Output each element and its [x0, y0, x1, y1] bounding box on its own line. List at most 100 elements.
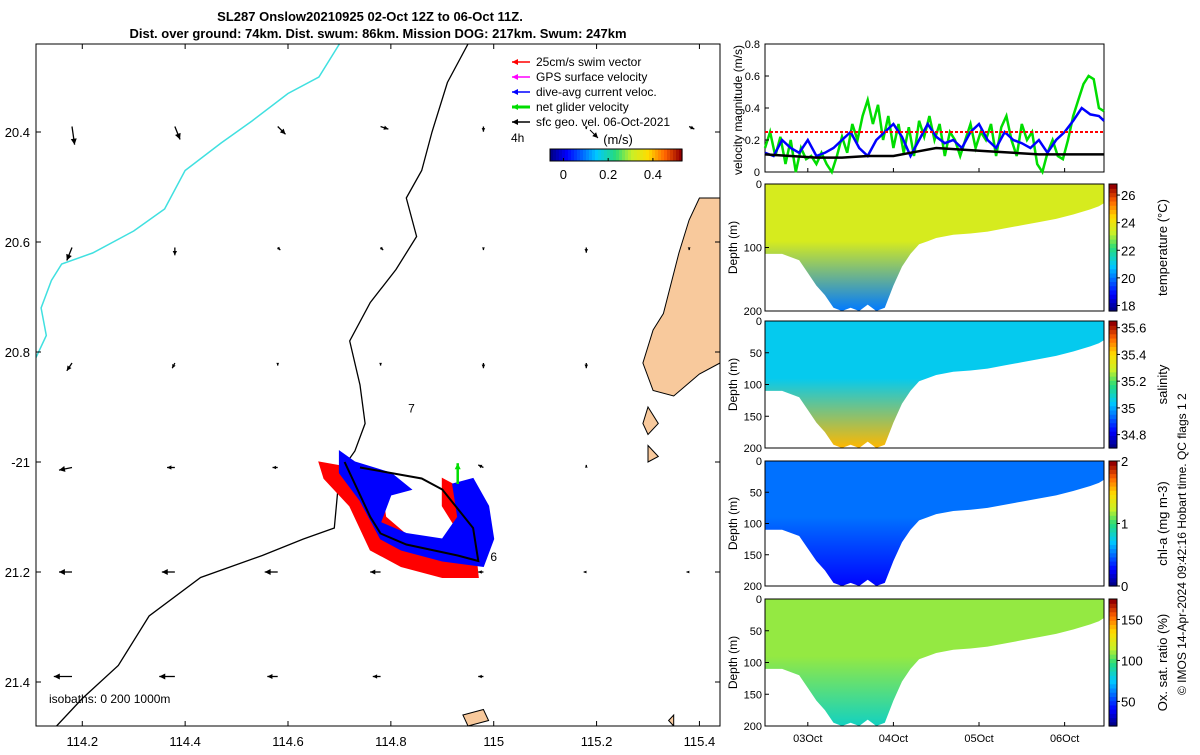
- current-arrow: [70, 126, 77, 145]
- map-axes: 114.2 114.4 114.6 114.8 115 115.2 115.4 20.4 20.…: [5, 44, 720, 749]
- land-polygon: [462, 708, 490, 726]
- section-colorbar-swatch: [1109, 342, 1117, 347]
- section-colorbar-swatch: [1109, 414, 1117, 419]
- map-isobaths: [36, 44, 469, 726]
- current-arrow: [277, 126, 286, 135]
- section-colorbar-tick-label: 35: [1121, 401, 1135, 416]
- colorbar-swatch: [646, 149, 650, 161]
- section-colorbar-swatch: [1109, 658, 1117, 664]
- section-colorbar-swatch: [1109, 205, 1117, 210]
- section-colorbar-swatch: [1109, 222, 1117, 227]
- current-arrow-head: [690, 125, 695, 130]
- section-colorbar-swatch: [1109, 289, 1117, 295]
- current-arrow-head: [172, 250, 178, 256]
- current-arrow-head: [59, 569, 65, 575]
- map-panel: 76 114.2 114.4 114.6 114.8 115 115.2 115.420.4…: [5, 43, 721, 749]
- section-colorbar-swatch: [1109, 620, 1117, 625]
- current-arrow-head: [370, 569, 376, 575]
- legend-marker: [512, 74, 530, 80]
- x-tick-label: 114.8: [375, 734, 407, 749]
- section-colorbar-swatch: [1109, 552, 1117, 558]
- section-colorbar-swatch: [1109, 384, 1117, 390]
- section-colorbar-tick-label: 35.6: [1121, 321, 1146, 336]
- map-swim-patches: [318, 450, 495, 578]
- section-colorbar-swatch: [1109, 200, 1117, 206]
- section-colorbar-swatch: [1109, 255, 1117, 261]
- current-arrow-head: [277, 246, 281, 251]
- section-colorbar-swatch: [1109, 611, 1117, 617]
- legend-label: GPS surface velocity: [536, 70, 647, 84]
- section-colorbar-swatch: [1109, 581, 1117, 587]
- section-colorbar-swatch: [1109, 679, 1117, 685]
- isobath-1000m-line: [56, 44, 469, 726]
- section-colorbar-swatch: [1109, 354, 1117, 360]
- section-y-tick-label: 200: [744, 581, 762, 593]
- section-colorbar-swatch: [1109, 234, 1117, 240]
- colorbar-swatch: [553, 149, 557, 161]
- section-colorbar-tick-label: 100: [1121, 653, 1143, 668]
- current-arrow-head: [584, 464, 588, 468]
- current-arrow-head: [379, 246, 384, 251]
- section-panel: 0 100 200 Depth (m) 18 20 22 24 26 temperature (°…: [726, 179, 1170, 318]
- section-panel: 0 50 100 150 200 Depth (m) 0 1 2 chl-a (mg m-3): [726, 454, 1170, 594]
- section-colorbar-swatch: [1109, 511, 1117, 516]
- section-colorbar-swatch: [1109, 506, 1117, 512]
- section-colorbar-swatch: [1109, 380, 1117, 386]
- section-colorbar-swatch: [1109, 548, 1117, 554]
- section-colorbar-swatch: [1109, 717, 1117, 723]
- section-colorbar-swatch: [1109, 649, 1117, 655]
- current-arrow-head: [481, 128, 486, 132]
- colorbar-swatch: [610, 149, 614, 161]
- colorbar-swatch: [655, 149, 659, 161]
- section-colorbar-swatch: [1109, 704, 1117, 710]
- colorbar-tick-label: 0.2: [599, 167, 617, 182]
- current-arrow: [686, 570, 690, 574]
- section-colorbar-tick-label: 18: [1121, 298, 1135, 313]
- section-colorbar-swatch: [1109, 666, 1117, 672]
- velocity-y-tick-label: 0.8: [745, 39, 760, 51]
- colorbar-swatch: [679, 149, 683, 161]
- section-colorbar-swatch: [1109, 371, 1117, 377]
- legend-marker-head: [512, 104, 518, 110]
- section-y-tick-label: 150: [744, 411, 762, 423]
- section-panel: 0 50 100 150 200 Depth (m) 50 100 150 Ox. sat. ra…: [726, 594, 1170, 733]
- section-data-area: [765, 599, 1104, 726]
- section-colorbar-swatch: [1109, 251, 1117, 257]
- colorbar-tick-label: 0.4: [644, 167, 662, 182]
- section-y-tick-label: 50: [750, 626, 762, 638]
- current-arrow: [380, 125, 389, 130]
- section-colorbar-swatch: [1109, 540, 1117, 545]
- section-panel: 0 50 100 150 200 Depth (m) 34.8 35 35.2 35.4 35.6 s…: [726, 316, 1170, 455]
- current-arrow-head: [276, 362, 280, 366]
- section-ylabel: Depth (m): [726, 358, 740, 411]
- current-arrow-head: [379, 362, 382, 366]
- section-data-area: [765, 461, 1104, 586]
- section-y-tick-label: 100: [744, 519, 762, 531]
- x-tick-label: 114.4: [169, 734, 201, 749]
- time-tick-label: 03Oct: [793, 733, 822, 745]
- section-colorbar-frame: [1108, 320, 1118, 449]
- legend-label: 25cm/s swim vector: [536, 55, 641, 69]
- velocity-series-line: [764, 106, 1105, 159]
- section-colorbar-swatch: [1109, 544, 1117, 550]
- current-arrow: [584, 126, 588, 130]
- section-colorbar-swatch: [1109, 628, 1117, 634]
- current-arrow: [171, 362, 176, 369]
- time-tick-label: 04Oct: [879, 733, 908, 745]
- legend-marker: [512, 89, 530, 95]
- current-arrow-head: [267, 673, 273, 680]
- section-colorbar-swatch: [1109, 624, 1117, 630]
- current-arrow-head: [584, 126, 588, 130]
- current-arrow-head: [383, 125, 389, 130]
- current-arrow: [481, 126, 486, 132]
- section-colorbar-swatch: [1109, 662, 1117, 668]
- section-colorbar-swatch: [1109, 536, 1117, 541]
- section-colorbar-swatch: [1109, 272, 1117, 278]
- colorbar-swatch: [556, 149, 560, 161]
- current-arrow: [161, 569, 175, 575]
- section-colorbar-swatch: [1109, 527, 1117, 533]
- map-land: [462, 197, 720, 726]
- section-colorbar-swatch: [1109, 333, 1117, 339]
- current-arrow-head: [66, 253, 72, 261]
- x-tick-label: 115.4: [684, 734, 716, 749]
